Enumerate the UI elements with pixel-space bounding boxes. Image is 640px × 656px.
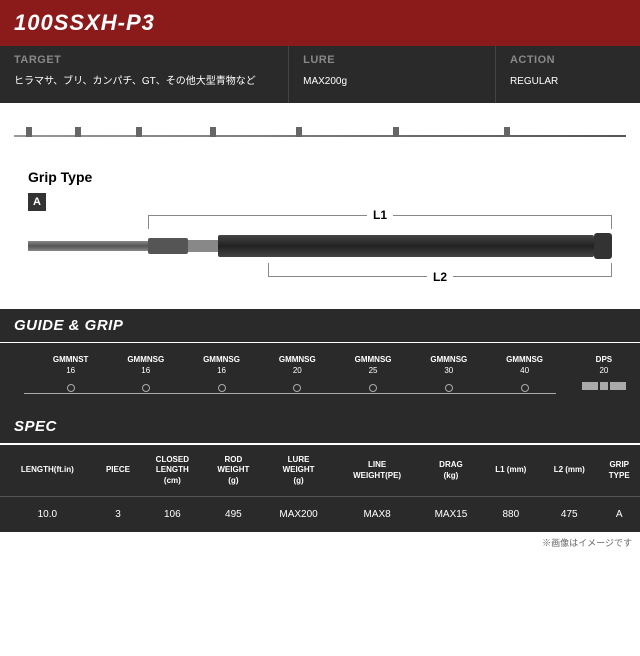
guide-row: GMMNST16 GMMNSG16 GMMNSG16 GMMNSG20 GMMNSG25…	[14, 355, 626, 392]
spec-cell: MAX8	[334, 497, 421, 533]
spec-cell: 495	[203, 497, 263, 533]
l1-label: L1	[367, 208, 393, 222]
info-grid: TARGET ヒラマサ、ブリ、カンパチ、GT、その他大型青物など LURE MA…	[0, 46, 640, 103]
spec-head-row: LENGTH(ft.in)PIECECLOSEDLENGTH(cm)RODWEI…	[0, 445, 640, 497]
guide-item: GMMNSG20	[279, 355, 316, 392]
spec-cell: 475	[540, 497, 598, 533]
spec-col-header: CLOSEDLENGTH(cm)	[141, 445, 203, 497]
grip-diagram: L1 L2	[28, 215, 612, 295]
lure-value: MAX200g	[289, 70, 495, 103]
target-value: ヒラマサ、ブリ、カンパチ、GT、その他大型青物など	[0, 70, 288, 103]
guide-item: GMMNSG25	[355, 355, 392, 392]
guide-dps: DPS20	[582, 355, 626, 390]
guide-item: GMMNST16	[53, 355, 89, 392]
spec-cell: 880	[482, 497, 540, 533]
spec-col-header: PIECE	[95, 445, 142, 497]
model-title: 100SSXH-P3	[0, 0, 640, 46]
guide-item: GMMNSG40	[506, 355, 543, 392]
guide-item: GMMNSG16	[127, 355, 164, 392]
info-action: ACTION REGULAR	[496, 46, 640, 103]
spec-col-header: GRIPTYPE	[598, 445, 640, 497]
target-label: TARGET	[0, 46, 288, 70]
spec-col-header: L1 (mm)	[482, 445, 540, 497]
info-target: TARGET ヒラマサ、ブリ、カンパチ、GT、その他大型青物など	[0, 46, 289, 103]
lure-label: LURE	[289, 46, 495, 70]
l1-bracket: L1	[148, 215, 612, 229]
spec-cell: MAX200	[263, 497, 333, 533]
spec-col-header: L2 (mm)	[540, 445, 598, 497]
spec-col-header: DRAG(kg)	[420, 445, 481, 497]
footnote: ※画像はイメージです	[0, 532, 640, 553]
spec-col-header: LINEWEIGHT(PE)	[334, 445, 421, 497]
grip-badge: A	[28, 193, 46, 211]
l2-bracket: L2	[268, 263, 612, 277]
spec-cell: 3	[95, 497, 142, 533]
spec-cell: 106	[141, 497, 203, 533]
grip-body	[28, 233, 612, 259]
spec-header: SPEC	[0, 410, 640, 444]
spec-cell: MAX15	[420, 497, 481, 533]
guide-item: GMMNSG16	[203, 355, 240, 392]
grip-type-label: Grip Type	[28, 169, 626, 185]
l2-label: L2	[427, 270, 453, 284]
spec-body-row: 10.03106495MAX200MAX8MAX15880475A	[0, 497, 640, 533]
spec-col-header: LENGTH(ft.in)	[0, 445, 95, 497]
guide-grip-area: GMMNST16 GMMNSG16 GMMNSG16 GMMNSG20 GMMNSG25…	[0, 343, 640, 410]
action-value: REGULAR	[496, 70, 640, 103]
info-lure: LURE MAX200g	[289, 46, 496, 103]
spec-cell: A	[598, 497, 640, 533]
spec-table: LENGTH(ft.in)PIECECLOSEDLENGTH(cm)RODWEI…	[0, 444, 640, 532]
guide-item: GMMNSG30	[430, 355, 467, 392]
diagram-area: Grip Type A L1 L2	[0, 103, 640, 309]
spec-col-header: LUREWEIGHT(g)	[263, 445, 333, 497]
guide-grip-header: GUIDE & GRIP	[0, 309, 640, 343]
spec-cell: 10.0	[0, 497, 95, 533]
rod-tip-diagram	[14, 121, 626, 149]
action-label: ACTION	[496, 46, 640, 70]
spec-col-header: RODWEIGHT(g)	[203, 445, 263, 497]
